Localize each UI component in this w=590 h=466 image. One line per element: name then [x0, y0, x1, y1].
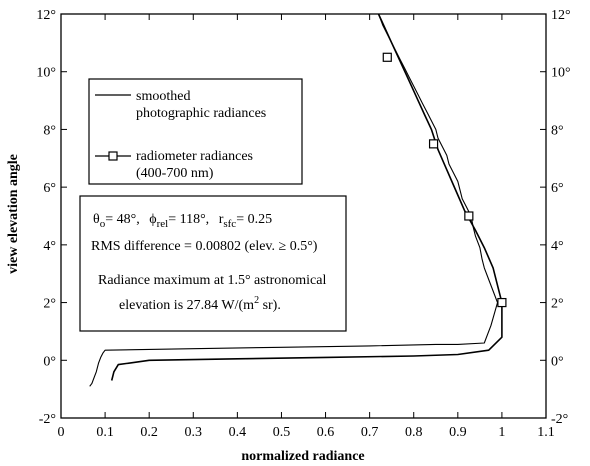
y-tick-label-left: 2°	[43, 297, 56, 312]
annotation-box: θo= 48°, ϕrel= 118°, rsfc= 0.25 RMS diff…	[79, 195, 347, 332]
elevation-text-pre: elevation is 27.84 W/(m	[119, 298, 254, 313]
x-tick-label: 0.5	[273, 425, 291, 440]
y-tick-label-right: 4°	[551, 239, 564, 254]
x-axis-ticks: 0 0.1 0.2 0.3 0.4 0.5 0.6 0.7 0.8 0.9 1 1.1	[58, 14, 555, 440]
y-tick-label-right: 6°	[551, 181, 564, 196]
y-axis-title: view elevation angle	[6, 154, 21, 274]
x-axis-title: normalized radiance	[241, 449, 364, 464]
x-tick-label: 0.9	[449, 425, 467, 440]
radiometer-marker	[497, 297, 507, 308]
y-tick-label-right: 2°	[551, 297, 564, 312]
y-tick-label-right: 10°	[551, 66, 571, 81]
legend: smoothed photographic radiances radiomet…	[88, 78, 303, 185]
x-tick-label: 0.7	[361, 425, 379, 440]
series-line-photographic	[89, 13, 499, 387]
x-tick-label: 0.3	[185, 425, 203, 440]
phi-value: = 118°,	[168, 212, 209, 227]
y-tick-label-left: 6°	[43, 181, 56, 196]
r-subscript: sfc	[223, 218, 236, 230]
y-tick-label-left: 0°	[43, 354, 56, 369]
y-tick-label-left: 12°	[36, 8, 56, 23]
y-axis-ticks: -2° -2° 0° 0° 2° 2° 4° 4° 6° 6° 8° 8° 10° 10° 12° 12°	[36, 8, 570, 427]
theta-subscript: o	[100, 218, 106, 230]
legend-label-photographic: photographic radiances	[136, 106, 266, 121]
elevation-text-post: sr).	[259, 298, 281, 313]
x-tick-label: 1.1	[537, 425, 555, 440]
radiometer-marker	[428, 139, 439, 149]
series-layer	[89, 13, 507, 387]
theta-symbol: θ	[93, 212, 100, 227]
x-tick-label: 0	[58, 425, 65, 440]
x-tick-label: 0.1	[96, 425, 114, 440]
annotation-line-angles: θo= 48°, ϕrel= 118°, rsfc= 0.25	[93, 212, 272, 230]
radiometer-marker	[382, 52, 392, 62]
y-tick-label-right: -2°	[551, 412, 568, 427]
phi-subscript: rel	[157, 218, 169, 230]
series-line-radiometer	[110, 13, 503, 381]
x-tick-label: 0.6	[317, 425, 335, 440]
plot-frame	[60, 13, 547, 419]
x-tick-label: 0.4	[229, 425, 247, 440]
y-tick-label-left: 8°	[43, 123, 56, 138]
y-tick-label-right: 0°	[551, 354, 564, 369]
r-symbol: r	[219, 212, 224, 227]
legend-label-smoothed: smoothed	[136, 89, 190, 104]
legend-label-wavelength: (400-700 nm)	[136, 166, 214, 181]
theta-value: = 48°,	[105, 212, 140, 227]
legend-box	[88, 78, 303, 185]
annotation-frame	[79, 195, 347, 332]
y-tick-label-left: -2°	[39, 412, 56, 427]
annotation-line-maximum: Radiance maximum at 1.5° astronomical	[98, 273, 326, 288]
phi-symbol: ϕ	[149, 212, 156, 227]
r-value: = 0.25	[236, 212, 272, 227]
radiometer-marker	[464, 211, 474, 221]
y-tick-label-right: 8°	[551, 123, 564, 138]
x-tick-label: 0.8	[405, 425, 423, 440]
legend-marker-radiometer	[108, 151, 118, 161]
legend-label-radiometer: radiometer radiances	[136, 149, 253, 164]
y-tick-label-left: 4°	[43, 239, 56, 254]
y-tick-label-right: 12°	[551, 8, 571, 23]
annotation-line-elevation: elevation is 27.84 W/(m2 sr).	[119, 295, 281, 313]
annotation-line-rms: RMS difference = 0.00802 (elev. ≥ 0.5°)	[91, 239, 318, 254]
x-tick-label: 0.2	[140, 425, 158, 440]
elevation-superscript: 2	[254, 295, 259, 306]
x-tick-label: 1	[498, 425, 505, 440]
y-tick-label-left: 10°	[36, 66, 56, 81]
